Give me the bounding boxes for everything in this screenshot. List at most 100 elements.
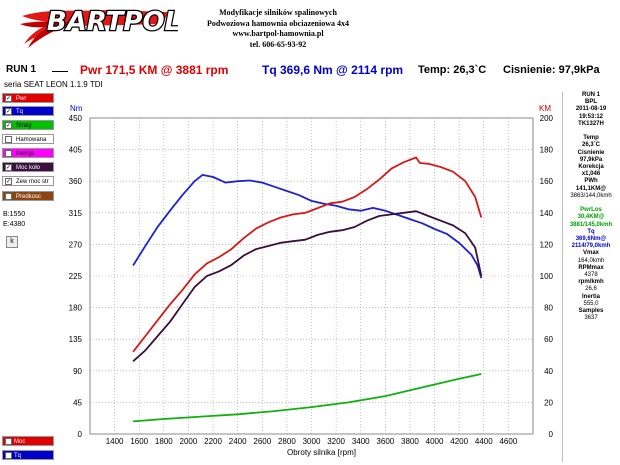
legend-checkbox[interactable]: ✓ — [5, 108, 12, 115]
y-left-tick-label: 405 — [69, 146, 83, 155]
result-line: Inertia — [581, 293, 600, 300]
results-panel: RUN 1 BPL 2011-08-19 19:53:12 TK1327H Temp 26… — [563, 92, 619, 323]
result-line: 164,0kmh — [577, 257, 605, 264]
max-torque-readout: Tq 369,6 Nm @ 2114 rpm — [262, 63, 404, 77]
y-right-tick-label: 140 — [540, 209, 554, 218]
result-line — [563, 128, 619, 135]
legend-item-predkosc[interactable]: Predkosc — [2, 191, 54, 201]
result-line: 4378 — [584, 272, 598, 279]
legend-item-straty[interactable]: ✓ Straty — [2, 120, 54, 130]
result-line: 2114/79,0kmh — [571, 243, 611, 250]
legend-label: Pwr — [16, 96, 27, 102]
result-line: Vmax — [582, 250, 599, 257]
panel-separator — [562, 92, 563, 462]
range-info: B:1550 E:4380 — [3, 210, 25, 230]
header-line: Modyfikacje silników spalinowych — [219, 8, 337, 17]
legend-item-hamowana[interactable]: Hamowana — [2, 134, 54, 144]
run-line-sample — [52, 71, 68, 72]
legend-checkbox[interactable] — [5, 193, 12, 200]
y-right-tick-label: 0 — [549, 430, 554, 439]
legend-checkbox[interactable]: ✓ — [5, 95, 12, 102]
series-line-moc-ko-o — [132, 210, 483, 362]
max-power-readout: Pwr 171,5 KM @ 3881 rpm — [80, 63, 229, 77]
legend-item-pwr[interactable]: ✓ Pwr — [2, 93, 54, 103]
legend-checkbox[interactable]: ✓ — [5, 178, 12, 185]
y-left-tick-label: 225 — [69, 272, 83, 281]
logo-text: BARTPOL — [47, 7, 178, 37]
y-right-unit: KM — [539, 104, 551, 113]
x-tick-label: 4600 — [499, 437, 517, 446]
y-left-tick-label: 450 — [69, 114, 83, 123]
x-tick-label: 4400 — [475, 437, 493, 446]
legend-checkbox[interactable]: ✓ — [5, 122, 12, 129]
range-end: E:4380 — [3, 221, 26, 228]
legend-checkbox[interactable] — [5, 452, 12, 459]
result-line: 26,3`C — [581, 142, 600, 149]
y-right-tick-label: 160 — [540, 177, 554, 186]
legend-label: Moc koło — [16, 165, 41, 171]
result-line: 97,9kPa — [579, 156, 603, 163]
result-line: PWh — [584, 178, 598, 185]
result-line: Samples — [578, 308, 604, 315]
result-line: rpm/kmh — [578, 279, 604, 286]
x-tick-label: 4200 — [450, 437, 468, 446]
y-left-tick-label: 45 — [73, 398, 82, 407]
result-line: RPMmax — [578, 264, 604, 271]
legend-checkbox[interactable] — [5, 136, 12, 143]
result-line: TK1327H — [578, 120, 604, 127]
range-begin: B:1550 — [3, 211, 26, 218]
legend-checkbox[interactable]: ✓ — [5, 164, 12, 171]
result-line: 2011-08-19 — [575, 106, 607, 113]
y-right-tick-label: 120 — [540, 240, 554, 249]
header-line: tel. 606-65-93-92 — [249, 39, 307, 49]
result-line: Cisnienie — [577, 149, 605, 156]
result-line: Tq — [587, 228, 595, 235]
y-right-tick-label: 20 — [544, 398, 553, 407]
k-button[interactable]: k — [6, 236, 18, 248]
x-tick-label: 2600 — [253, 437, 271, 446]
legend-label: Zew moc str — [16, 179, 49, 185]
series-title: seria SEAT LEON 1.1.9 TDI — [4, 80, 103, 89]
legend-item-inercja[interactable]: Inercja — [2, 148, 54, 158]
series-line-pwr — [132, 156, 483, 353]
result-line — [563, 200, 619, 207]
x-tick-label: 3000 — [303, 437, 321, 446]
y-right-tick-label: 100 — [540, 272, 554, 281]
legend-item-moc-ko-o[interactable]: ✓ Moc koło — [2, 162, 54, 172]
result-line: PwrLos — [580, 207, 602, 214]
legend-label: Hamowana — [16, 137, 47, 143]
y-left-unit: Nm — [70, 104, 83, 113]
result-line: 3637 — [584, 315, 598, 322]
legend-item-zew-moc-str[interactable]: ✓ Zew moc str — [2, 176, 54, 186]
temperature-readout: Temp: 26,3`C — [418, 64, 487, 76]
y-left-tick-label: 135 — [69, 335, 83, 344]
x-tick-label: 3600 — [376, 437, 394, 446]
result-line: RUN 1 — [581, 92, 600, 98]
y-left-tick-label: 315 — [69, 209, 83, 218]
legend-label: Tq — [16, 109, 24, 115]
y-right-tick-label: 40 — [544, 367, 553, 376]
x-tick-label: 2400 — [229, 437, 247, 446]
series-line-straty — [133, 373, 482, 423]
legend-label: Predkosc — [16, 194, 42, 200]
bottom-legend-item-tq[interactable]: Tq — [2, 450, 54, 460]
result-line: 3881/145,0kmh — [569, 221, 613, 228]
legend-checkbox[interactable] — [5, 438, 12, 445]
y-left-tick-label: 180 — [69, 304, 83, 313]
result-line: 19:53:12 — [578, 113, 604, 120]
legend-checkbox[interactable] — [5, 150, 12, 157]
legend-label: Inercja — [16, 151, 35, 157]
x-tick-label: 3800 — [401, 437, 419, 446]
header-text: Modyfikacje silników spalinowych Podwozi… — [178, 8, 378, 50]
x-tick-label: 3400 — [352, 437, 370, 446]
x-tick-label: 4000 — [426, 437, 444, 446]
x-tick-label: 1600 — [130, 437, 148, 446]
x-axis-label: Obroty silnika [rpm] — [287, 448, 356, 457]
result-line: Temp — [583, 135, 599, 142]
run-label: RUN 1 — [6, 64, 37, 75]
header-line: Podwoziowa hamownia obciazeniowa 4x4 — [207, 18, 349, 28]
legend-label: Straty — [16, 123, 32, 129]
bottom-legend-item-moc[interactable]: Moc — [2, 436, 54, 446]
legend-item-tq[interactable]: ✓ Tq — [2, 106, 54, 116]
pressure-readout: Cisnienie: 97,9kPa — [503, 64, 600, 76]
